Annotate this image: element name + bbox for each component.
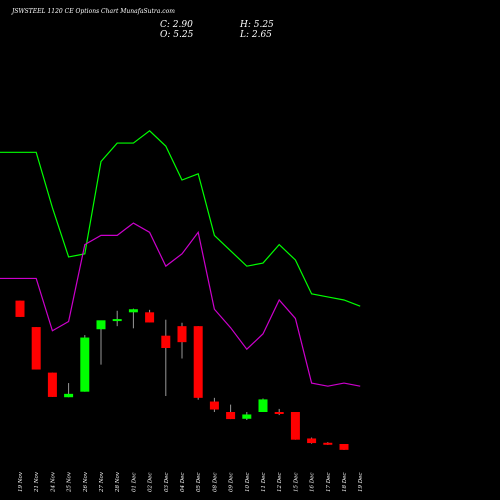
candle-body (339, 444, 349, 450)
candle-08-dec (209, 397, 219, 412)
candle-body (64, 393, 74, 398)
candle-body (161, 335, 171, 348)
candle-10-dec (242, 412, 252, 420)
x-tick-label: 28 Nov (115, 471, 121, 493)
candle-body (47, 372, 57, 397)
candle-28-nov (112, 310, 122, 327)
candle-03-dec (161, 319, 171, 396)
candle-02-dec (145, 309, 155, 323)
candle-09-dec (226, 404, 236, 420)
candle-body (307, 438, 317, 444)
candle-15-dec (290, 412, 300, 440)
candle-26-nov (80, 335, 90, 392)
candle-body (145, 312, 155, 323)
candle-11-dec (258, 398, 268, 412)
x-tick-label: 09 Dec (229, 473, 235, 493)
x-tick-label: 25 Nov (67, 471, 73, 493)
low-readout: L: 2.65 (240, 30, 272, 40)
candles (15, 300, 349, 450)
x-tick-label: 08 Dec (212, 473, 218, 493)
candle-body (290, 412, 300, 440)
x-tick-label: 12 Dec (277, 473, 283, 493)
candle-body (242, 414, 252, 419)
close-readout: C: 2.90 (160, 20, 193, 30)
x-tick-label: 11 Dec (261, 473, 267, 493)
x-tick-label: 19 Nov (18, 471, 24, 492)
x-tick-label: 19 Dec (358, 473, 364, 493)
indicator-line-1 (0, 129, 361, 307)
candle-body (258, 399, 268, 412)
x-tick-label: 04 Dec (180, 473, 186, 493)
x-tick-label: 10 Dec (245, 473, 251, 493)
x-tick-label: 03 Dec (164, 473, 170, 493)
candle-body (31, 327, 41, 370)
candle-18-dec (339, 444, 349, 450)
candle-body (193, 326, 203, 398)
candle-body (112, 319, 122, 322)
x-tick-label: 27 Nov (99, 471, 105, 493)
candle-19-nov (15, 300, 25, 317)
candle-25-nov (64, 383, 74, 398)
x-tick-label: 01 Dec (131, 473, 137, 493)
candle-17-dec (323, 442, 333, 445)
x-tick-label: 17 Dec (326, 473, 332, 493)
candle-body (15, 300, 25, 317)
x-tick-labels: 19 Nov 21 Nov 24 Nov 25 Nov 26 Nov 27 Nov 28 N… (18, 471, 364, 493)
candle-04-dec (177, 322, 187, 359)
candle-body (80, 337, 90, 392)
x-tick-label: 18 Dec (342, 473, 348, 493)
x-tick-label: 05 Dec (196, 473, 202, 493)
x-tick-label: 26 Nov (83, 471, 89, 493)
candle-16-dec (307, 437, 317, 444)
candle-body (177, 326, 187, 343)
candle-24-nov (47, 372, 57, 397)
candle-body (96, 320, 106, 330)
indicator-lines (0, 129, 361, 387)
candle-05-dec (193, 326, 203, 400)
x-tick-label: 16 Dec (310, 473, 316, 493)
x-tick-label: 24 Nov (50, 471, 56, 493)
x-tick-label: 02 Dec (148, 473, 154, 493)
candle-27-nov (96, 320, 106, 365)
chart-title: JSWSTEEL 1120 CE Options Chart MunafaSut… (12, 8, 175, 15)
candle-body (274, 412, 284, 414)
candle-body (209, 401, 219, 410)
candle-12-dec (274, 408, 284, 416)
candle-body (128, 309, 138, 313)
candle-body (323, 442, 333, 445)
x-tick-label: 21 Nov (34, 471, 40, 493)
high-readout: H: 5.25 (240, 20, 274, 30)
candle-body (226, 412, 236, 420)
candle-21-nov (31, 327, 41, 370)
x-tick-label: 15 Dec (293, 473, 299, 493)
indicator-line-2 (0, 222, 361, 387)
candle-01-dec (128, 308, 138, 329)
open-readout: O: 5.25 (160, 30, 194, 40)
